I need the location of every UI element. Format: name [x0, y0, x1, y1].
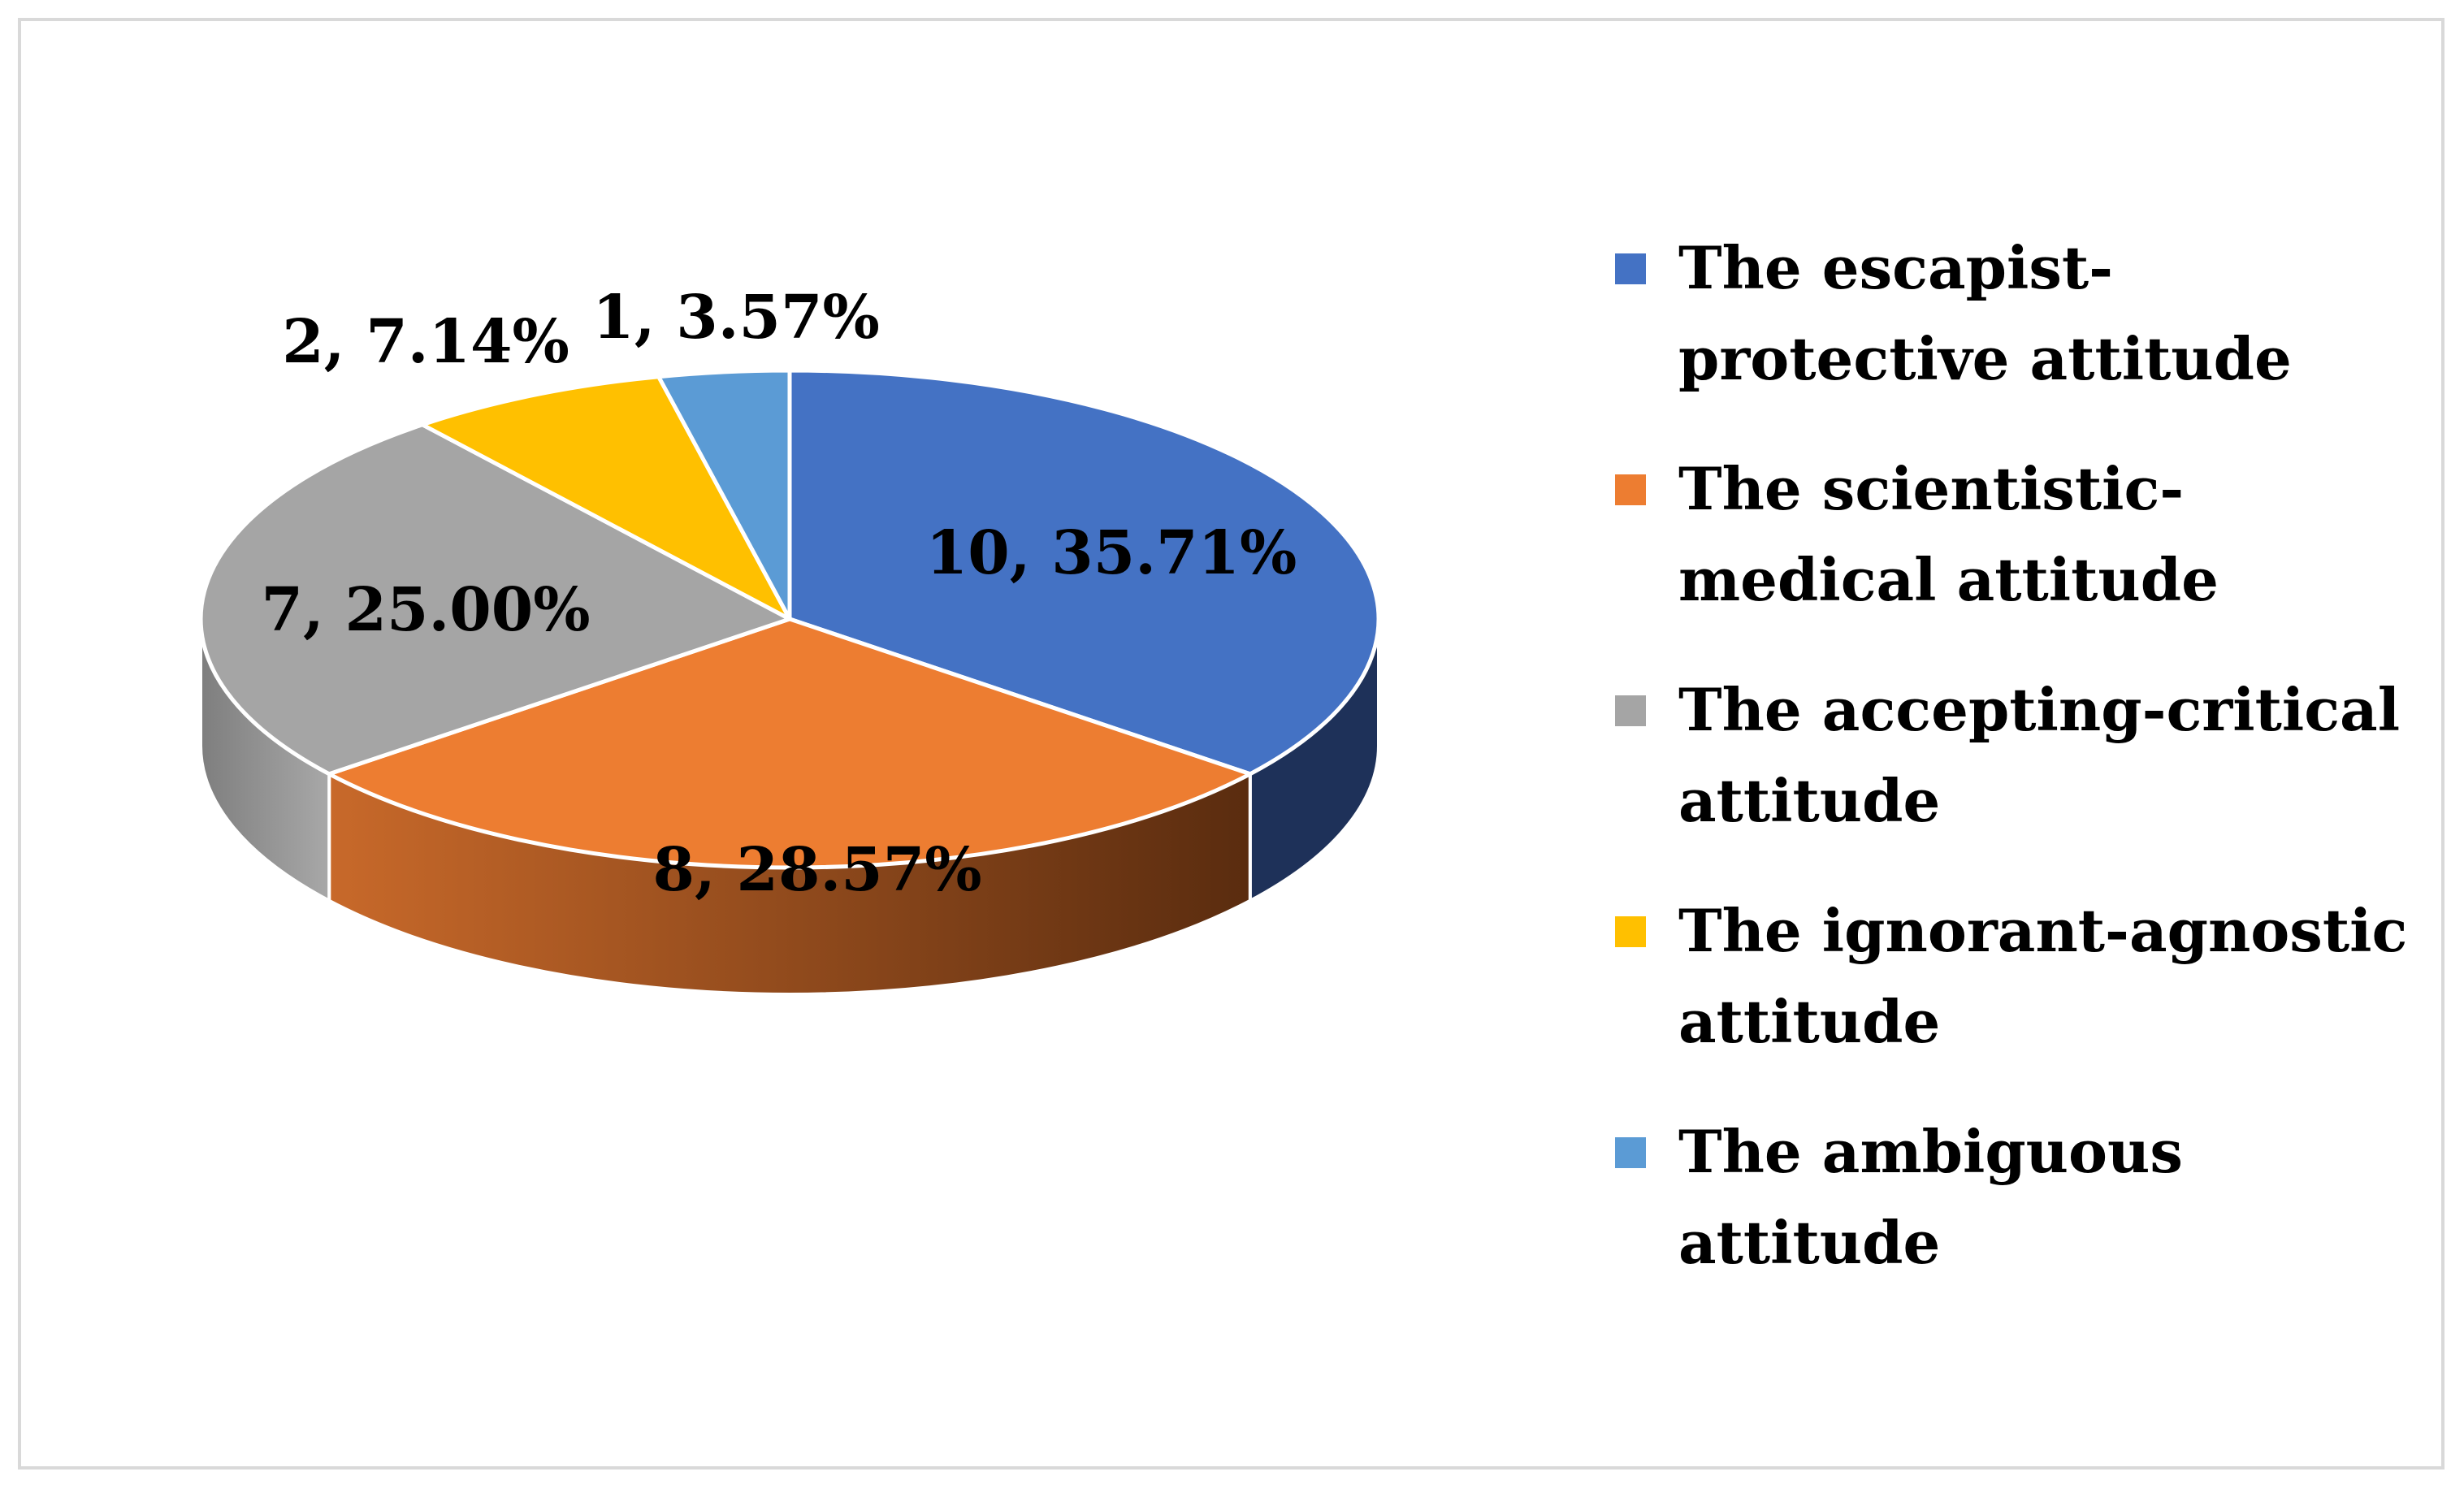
data-label: 8, 28.57% [652, 835, 981, 905]
legend-label: The ignorant-agnostic attitude [1678, 896, 2408, 1056]
pie-slice [198, 422, 792, 777]
chart-frame: 10, 35.71% 8, 28.57% 7, 25.00% 2, 7.14% 1, 3… [18, 18, 2445, 1470]
pie-slice [420, 374, 792, 621]
legend-label: The scientistic-medical attitude [1678, 454, 2219, 614]
pie-slice [327, 617, 1253, 870]
legend-item: The scientistic-medical attitude [1615, 444, 2419, 664]
pie-slice [787, 368, 1381, 777]
legend-item: The ambiguous attitude [1615, 1106, 2419, 1327]
legend-swatch [1615, 253, 1646, 284]
data-label: 2, 7.14% [282, 307, 569, 377]
pie-slice [656, 368, 792, 621]
legend-label: The ambiguous attitude [1678, 1117, 2183, 1277]
data-label: 7, 25.00% [261, 575, 590, 645]
legend-item: The accepting-critical attitude [1615, 664, 2419, 885]
legend-swatch [1615, 1137, 1646, 1168]
legend-item: The escapist-protective attitude [1615, 223, 2419, 444]
legend-item: The ignorant-agnostic attitude [1615, 885, 2419, 1106]
legend-swatch [1615, 695, 1646, 726]
legend-label: The escapist-protective attitude [1678, 233, 2292, 393]
legend-swatch [1615, 916, 1646, 947]
legend-swatch [1615, 474, 1646, 505]
data-label: 1, 3.57% [592, 283, 880, 353]
pie-chart: 10, 35.71% 8, 28.57% 7, 25.00% 2, 7.14% 1, 3… [198, 283, 1381, 996]
data-label: 10, 35.71% [926, 518, 1297, 588]
legend: The escapist-protective attitude The sci… [1615, 223, 2419, 1327]
legend-label: The accepting-critical attitude [1678, 675, 2401, 835]
